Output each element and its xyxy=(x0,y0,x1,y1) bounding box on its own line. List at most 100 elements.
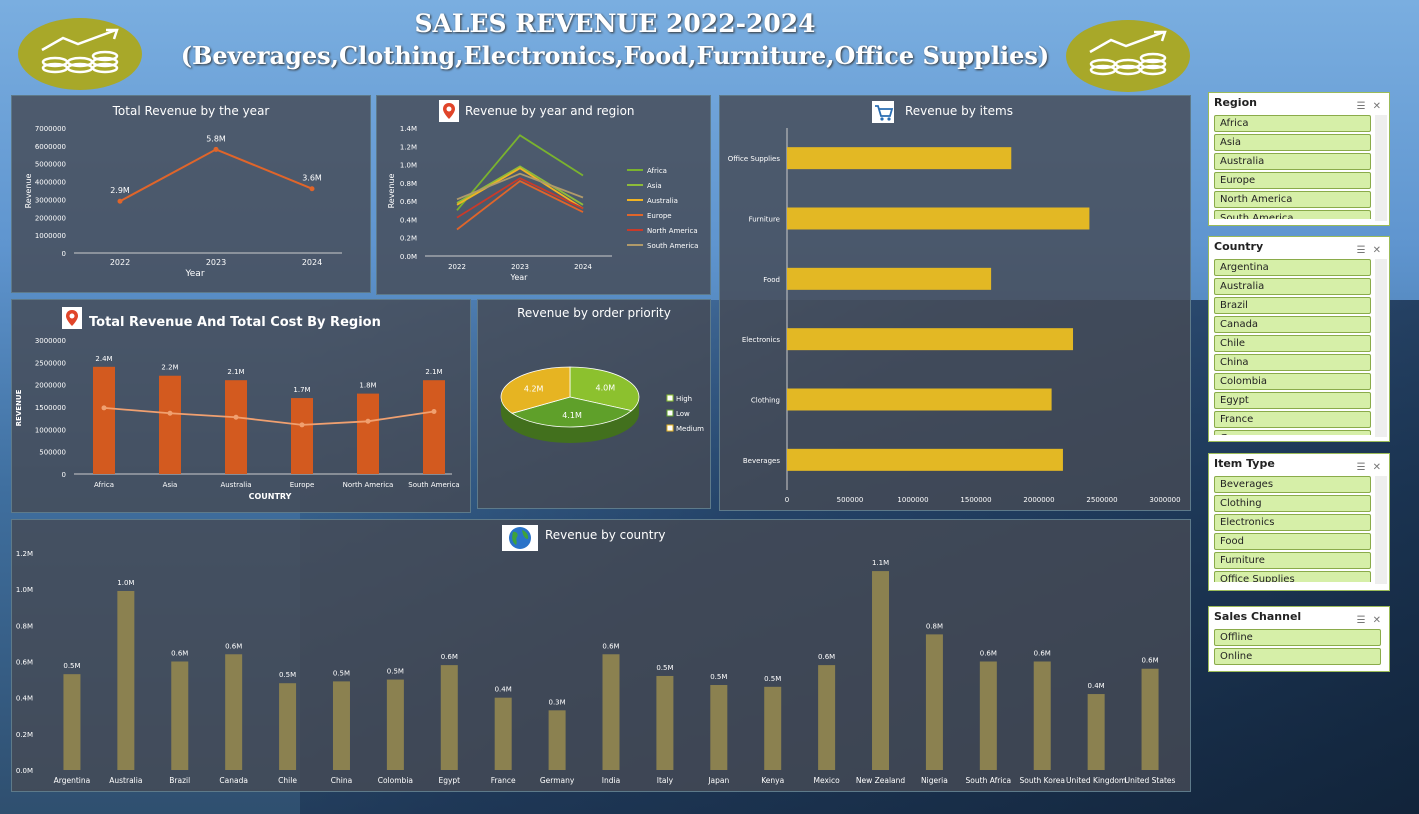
slicer-item[interactable]: France xyxy=(1214,411,1371,428)
chart-title: Total Revenue by the year xyxy=(112,104,270,118)
x-tick-label: India xyxy=(602,776,620,785)
slicer-item[interactable]: Australia xyxy=(1214,278,1371,295)
clear-filter-icon[interactable]: ✕ xyxy=(1372,615,1381,626)
data-label: 0.8M xyxy=(926,622,943,630)
y-tick-label: 5000000 xyxy=(35,161,66,169)
y-tick-label: Office Supplies xyxy=(728,155,781,163)
slicer-item[interactable]: Argentina xyxy=(1214,259,1371,276)
chart-title: Total Revenue And Total Cost By Region xyxy=(89,315,381,330)
bar xyxy=(787,448,1063,471)
slicer-item[interactable]: Egypt xyxy=(1214,392,1371,409)
data-label: 0.5M xyxy=(387,668,404,676)
slicer-item[interactable]: Online xyxy=(1214,648,1381,665)
data-point xyxy=(309,186,315,192)
slicer-item[interactable]: Furniture xyxy=(1214,552,1371,569)
bar xyxy=(925,634,943,770)
chart-revenue-by-year-region: Revenue by year and region 0.0M 0.2M 0.4M 0… xyxy=(376,95,711,295)
series-line-north-america xyxy=(456,177,584,219)
slicer-item[interactable]: Offline xyxy=(1214,629,1381,646)
y-tick-label: 1.0M xyxy=(400,162,417,170)
data-label: 2.9M xyxy=(110,186,130,195)
bar xyxy=(1033,661,1051,770)
slicer-item[interactable]: Asia xyxy=(1214,134,1371,151)
bar xyxy=(787,207,1090,230)
slicer-item[interactable]: China xyxy=(1214,354,1371,371)
slicer-item[interactable]: Germany xyxy=(1214,430,1371,435)
slicer-header: Country ☰ ✕ xyxy=(1209,237,1389,257)
bar xyxy=(787,147,1012,170)
x-tick-label: Argentina xyxy=(54,776,91,785)
y-tick-label: Electronics xyxy=(742,336,781,344)
data-label: 4.1M xyxy=(562,411,582,420)
y-tick-label: 4000000 xyxy=(35,179,66,187)
multi-select-icon[interactable]: ☰ xyxy=(1356,615,1366,626)
bar xyxy=(787,328,1074,351)
data-label: 0.5M xyxy=(656,664,673,672)
y-tick-label: 0.0M xyxy=(16,767,33,775)
slicer-item[interactable]: Beverages xyxy=(1214,476,1371,493)
growth-coins-icon xyxy=(18,18,142,90)
scrollbar[interactable] xyxy=(1375,115,1387,221)
slicer-item[interactable]: Office Supplies xyxy=(1214,571,1371,582)
data-label: 2.1M xyxy=(227,368,244,376)
y-tick-label: 1.2M xyxy=(16,550,33,558)
title-line-2: (Beverages,Clothing,Electronics,Food,Fur… xyxy=(180,41,1050,70)
bar xyxy=(279,683,297,770)
multi-select-icon[interactable]: ☰ xyxy=(1356,101,1366,112)
bar xyxy=(710,685,728,770)
slicer-item[interactable]: Canada xyxy=(1214,316,1371,333)
slicer-item[interactable]: Europe xyxy=(1214,172,1371,189)
chart-revenue-by-country: Revenue by country 0.0M 0.2M 0.4M 0.6M 0.8M 1… xyxy=(11,519,1191,792)
y-tick-label: Food xyxy=(763,276,780,284)
y-tick-label: 0 xyxy=(62,471,66,479)
multi-select-icon[interactable]: ☰ xyxy=(1356,462,1366,473)
x-tick-label: Africa xyxy=(94,481,114,489)
slicer-item[interactable]: Colombia xyxy=(1214,373,1371,390)
y-tick-label: 500000 xyxy=(39,449,66,457)
slicer-item[interactable]: Australia xyxy=(1214,153,1371,170)
clear-filter-icon[interactable]: ✕ xyxy=(1372,101,1381,112)
data-label: 0.6M xyxy=(225,642,242,650)
slicer-item[interactable]: South America xyxy=(1214,210,1371,219)
growth-coins-icon xyxy=(1066,20,1190,92)
bar xyxy=(656,675,674,770)
x-tick-label: Europe xyxy=(290,481,315,489)
chart-title: Revenue by items xyxy=(905,104,1013,118)
bar xyxy=(764,686,782,770)
slicer-item[interactable]: Brazil xyxy=(1214,297,1371,314)
pie-slice-high xyxy=(569,366,640,412)
data-label: 0.6M xyxy=(1141,657,1158,665)
clear-filter-icon[interactable]: ✕ xyxy=(1372,462,1381,473)
x-tick-label: Asia xyxy=(163,481,178,489)
x-tick-label: 2000000 xyxy=(1023,496,1054,504)
slicer-header: Sales Channel ☰ ✕ xyxy=(1209,607,1389,627)
slicer-item[interactable]: Africa xyxy=(1214,115,1371,132)
clear-filter-icon[interactable]: ✕ xyxy=(1372,245,1381,256)
bar xyxy=(787,388,1052,411)
legend-label: Medium xyxy=(676,425,704,433)
x-tick-label: 2023 xyxy=(206,258,226,267)
multi-select-icon[interactable]: ☰ xyxy=(1356,245,1366,256)
scrollbar[interactable] xyxy=(1375,476,1387,584)
slicer-item[interactable]: Clothing xyxy=(1214,495,1371,512)
data-label: 0.6M xyxy=(171,650,188,658)
y-tick-label: 1000000 xyxy=(35,426,66,434)
cost-line xyxy=(103,406,435,426)
legend-swatch xyxy=(666,424,674,432)
x-tick-label: South America xyxy=(408,481,459,489)
slicer-item[interactable]: Chile xyxy=(1214,335,1371,352)
y-tick-label: 2000000 xyxy=(35,382,66,390)
data-label: 0.4M xyxy=(1088,682,1105,690)
scrollbar[interactable] xyxy=(1375,259,1387,437)
cost-point xyxy=(101,405,107,411)
y-tick-label: 7000000 xyxy=(35,125,66,133)
x-tick-label: Kenya xyxy=(761,776,784,785)
slicer-item[interactable]: Food xyxy=(1214,533,1371,550)
slicer-item[interactable]: North America xyxy=(1214,191,1371,208)
slicer-item[interactable]: Electronics xyxy=(1214,514,1371,531)
data-label: 0.6M xyxy=(980,650,997,658)
slicer-country: Country ☰ ✕ Argentina Australia Brazil Cana… xyxy=(1208,236,1390,442)
y-tick-label: 0.0M xyxy=(400,253,417,261)
slicer-title: Country xyxy=(1214,240,1264,253)
y-tick-label: 3000000 xyxy=(35,196,66,204)
